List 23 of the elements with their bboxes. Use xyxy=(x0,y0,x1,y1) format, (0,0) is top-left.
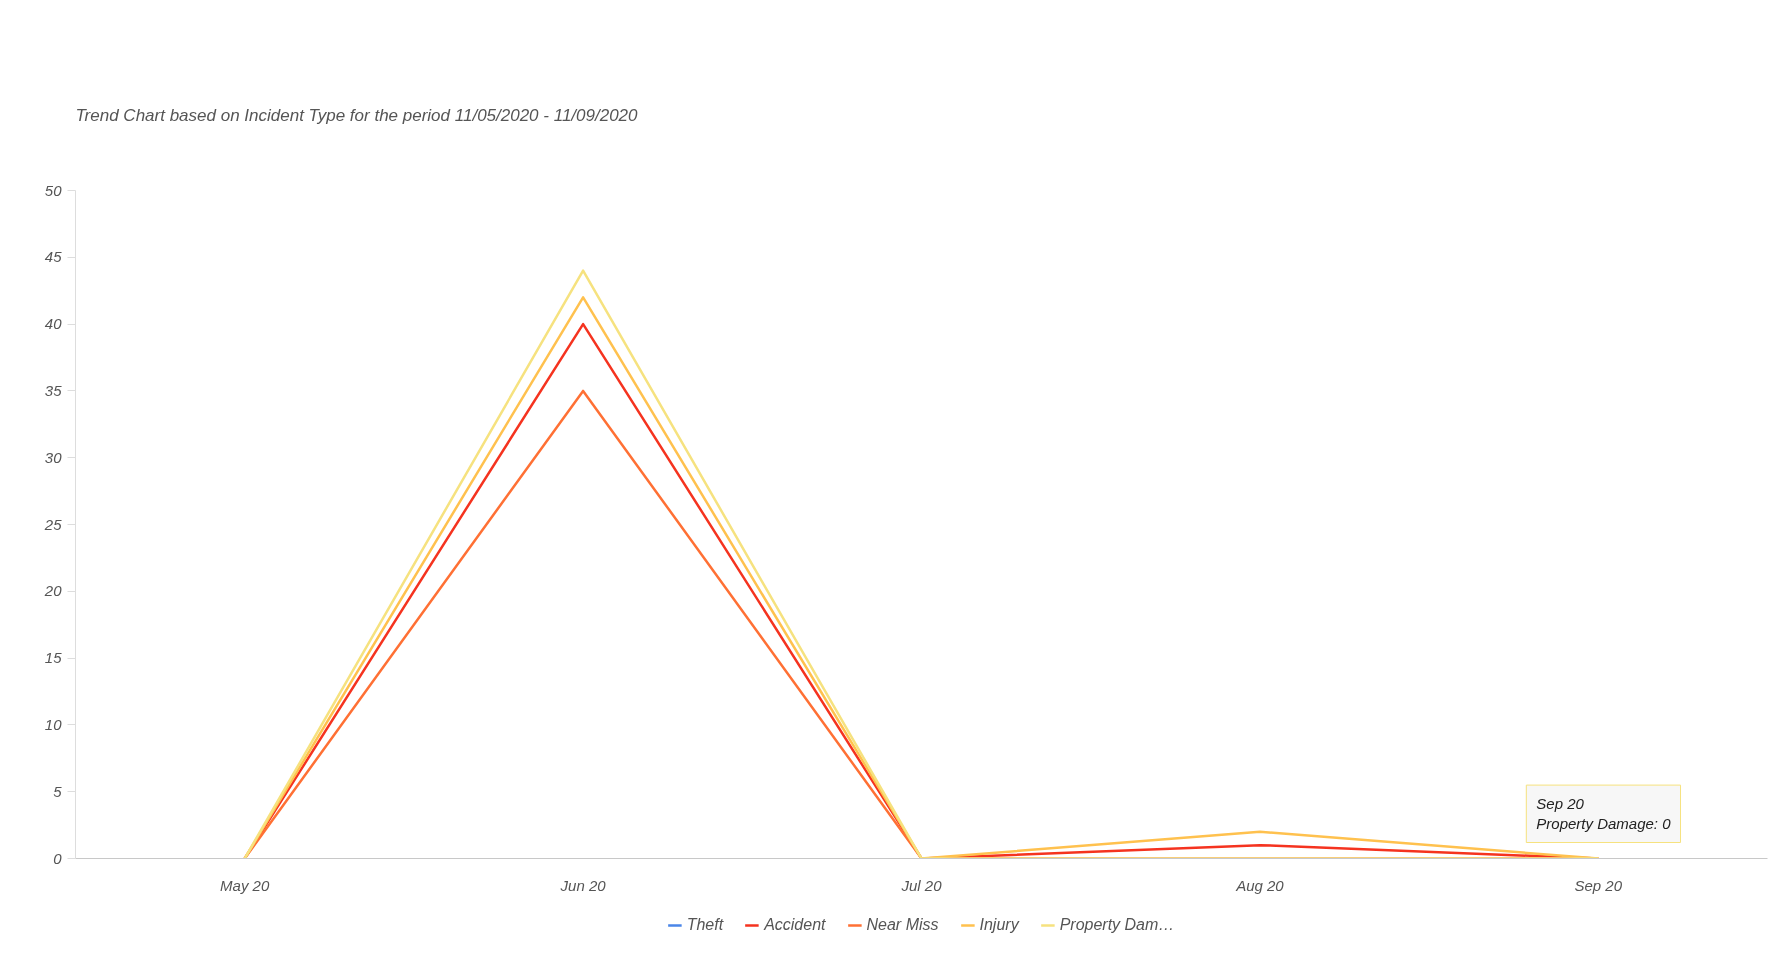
y-tick-label: 0 xyxy=(53,849,63,867)
legend-label: Accident xyxy=(764,916,826,934)
y-tick-label: 5 xyxy=(53,782,63,800)
y-tick-label: 30 xyxy=(44,448,63,466)
x-tick-label: Aug 20 xyxy=(1235,876,1285,894)
legend-label: Property Dam… xyxy=(1059,916,1175,934)
y-tick-label: 15 xyxy=(44,649,63,667)
y-tick-label: 10 xyxy=(44,715,63,733)
x-tick-label: Jul 20 xyxy=(900,876,943,894)
x-tick-label: Jun 20 xyxy=(559,876,607,894)
x-tick-label: May 20 xyxy=(220,876,270,894)
y-tick-label: 35 xyxy=(44,381,63,399)
y-tick-label: 50 xyxy=(44,181,63,199)
chart-subtitle: Trend Chart based on Incident Type for the period 11/05/2020 - 11/09/2020 xyxy=(75,105,639,125)
y-tick-label: 40 xyxy=(44,315,63,333)
legend-label: Near Miss xyxy=(866,916,939,934)
y-tick-label: 25 xyxy=(43,515,63,533)
x-tick-label: Sep 20 xyxy=(1574,876,1623,894)
annotation: Sep 20 Property Damage: 0 xyxy=(1536,795,1672,833)
legend-label: Injury xyxy=(979,916,1019,934)
y-tick-label: 45 xyxy=(44,248,63,266)
y-tick-label: 20 xyxy=(43,582,63,600)
legend-label: Theft xyxy=(686,916,724,934)
